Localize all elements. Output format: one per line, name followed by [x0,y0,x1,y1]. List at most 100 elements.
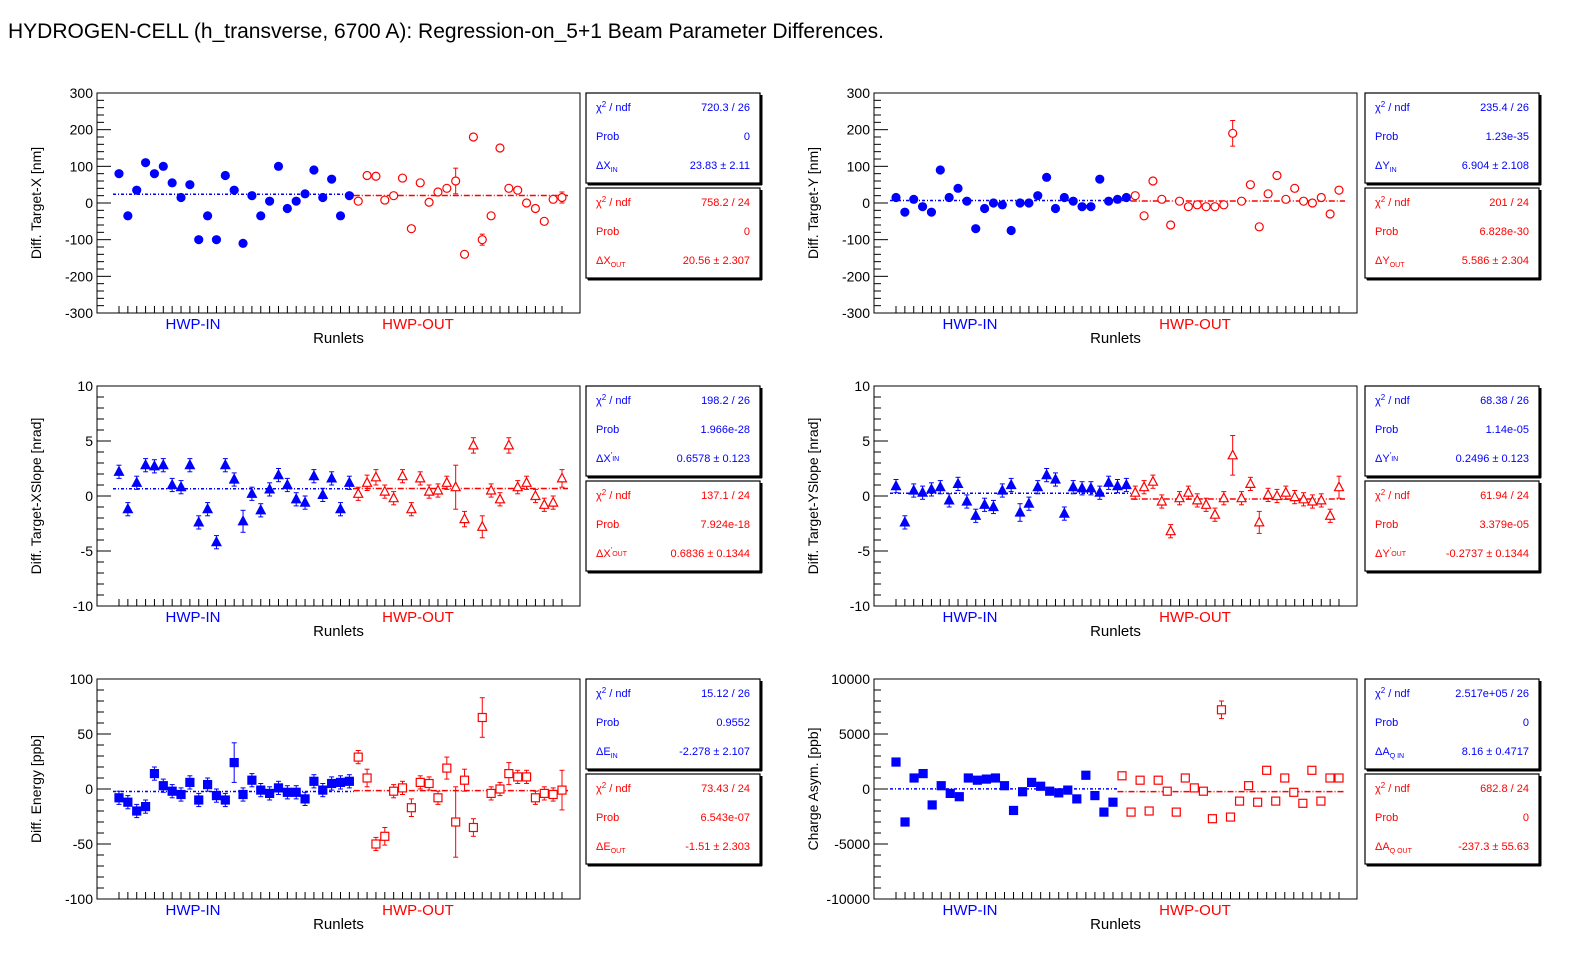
data-point [309,776,319,786]
data-point [299,496,311,507]
data-point [273,783,284,793]
hwp-in-label: HWP-IN [166,609,221,626]
data-point [326,472,338,483]
data-point [1289,787,1299,797]
data-point [927,800,937,810]
data-point [176,192,186,203]
stats-value: 720.3 / 26 [701,102,750,114]
y-tick-label: -100 [65,232,93,248]
stats-box-frame [585,773,761,865]
data-point [219,458,231,470]
data-point [1068,196,1078,206]
stats-value: 0 [1523,717,1529,729]
stats-label: ΔY'OUT [1375,546,1407,560]
stats-value: 23.83 ± 2.11 [690,160,750,172]
data-point [1171,807,1181,817]
data-point [344,776,354,786]
data-point [926,207,937,217]
data-point [273,161,284,171]
data-point [1272,170,1282,181]
data-point [1027,777,1037,788]
data-point [370,471,382,482]
data-point [891,757,901,767]
series-hwp-out [1130,120,1344,232]
data-point [979,498,991,509]
data-point [1076,482,1088,493]
data-point [503,439,515,450]
data-point [477,712,487,723]
data-point [1162,786,1172,796]
data-point [1067,480,1079,492]
data-point [1307,765,1317,775]
y-tick-label: 100 [70,158,94,174]
stats-box-frame [1364,187,1540,279]
data-point [317,488,329,499]
y-tick-label: 0 [85,195,93,211]
data-point [185,777,195,788]
stats-value: 6.828e-30 [1479,226,1529,238]
stats-value: 758.2 / 24 [701,197,750,209]
data-point [433,187,443,197]
stats-label: ΔXOUT [596,255,626,269]
data-point [1165,524,1177,536]
data-point [238,238,248,248]
data-point [389,786,399,796]
data-point [486,211,496,221]
data-point [1153,775,1163,785]
stats-value: 0 [744,226,750,238]
data-point [335,211,346,221]
data-point [943,494,955,505]
series-hwp-in [113,458,355,550]
chart-panel-4: 10 5 0 -5 -10 Diff. Target-YSlope [nrad] Runle… [805,378,1542,640]
chart-panel-2: 300 200 100 0 -100 -200 -300 Diff. Target-Y [nm… [805,85,1542,347]
stats-value: 1.23e-35 [1486,131,1529,143]
stats-box-out: χ2 / ndf 758.2 / 24 Prob 0 ΔXOUT 20.56 ± 2.30… [585,187,763,281]
data-point [477,235,487,245]
data-point [1032,480,1044,492]
stats-box-frame [585,480,761,572]
data-point [1243,781,1254,791]
data-point [1120,478,1132,490]
data-point [1041,468,1053,480]
series-hwp-out [353,697,567,858]
data-point [1023,497,1035,508]
data-point [1174,491,1186,503]
y-tick-label: -5 [81,543,94,559]
data-point [1033,191,1043,201]
y-tick-label: 0 [862,781,870,797]
data-point [1058,507,1070,518]
stats-box-out: χ2 / ndf 137.1 / 24 Prob 7.924e-18 ΔX'OUT 0.6… [585,480,763,574]
x-axis-label: Runlets [313,623,364,640]
stats-label: ΔEIN [596,746,618,760]
data-point [1103,476,1115,487]
data-point [291,196,301,206]
data-point [1334,773,1344,783]
stats-value: 6.543e-07 [700,812,750,824]
data-point [291,787,301,797]
stats-label: χ2 / ndf [1375,781,1411,795]
data-point [318,192,328,203]
y-tick-label: -10000 [826,891,870,907]
hwp-out-label: HWP-OUT [1159,316,1231,333]
stats-label: ΔYOUT [1375,255,1405,269]
y-tick-label: 0 [85,781,93,797]
hwp-out-label: HWP-OUT [1159,902,1231,919]
y-tick-label: 10000 [831,671,870,687]
data-point [459,775,470,785]
data-point [327,174,337,184]
data-point [1104,196,1114,206]
stats-value: 201 / 24 [1489,197,1529,209]
data-point [353,196,363,206]
data-point [1072,794,1082,804]
data-point [996,484,1008,495]
stats-box-frame [585,678,761,770]
data-point [557,192,567,203]
y-tick-label: 10 [854,378,870,394]
data-point [539,788,549,799]
data-point [945,788,955,799]
y-tick-label: 5 [862,433,870,449]
stats-value: 0.6578 ± 0.123 [677,453,750,465]
data-point [1049,473,1061,484]
y-tick-label: 50 [77,726,93,742]
series-hwp-in [114,742,354,819]
